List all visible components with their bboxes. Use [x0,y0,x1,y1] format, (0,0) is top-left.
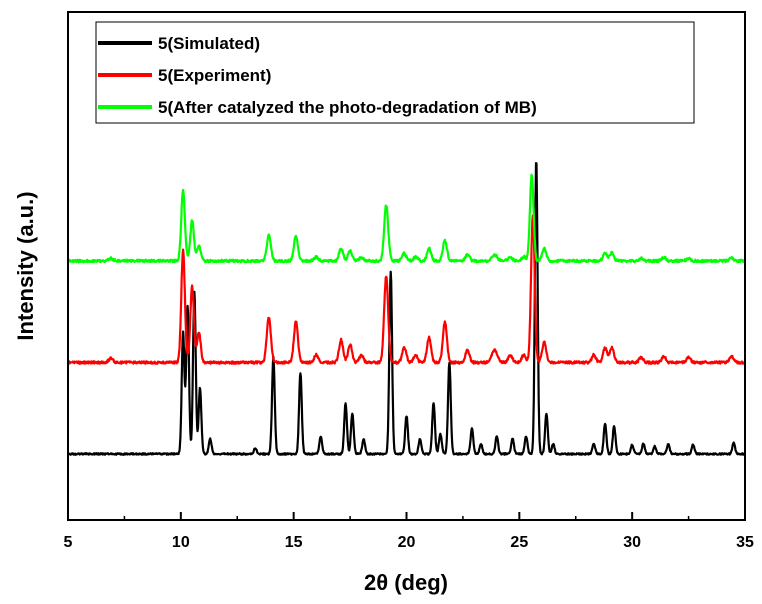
ticks-layer: 5 10 15 20 25 30 35 [64,512,754,551]
x-tick-label-20: 20 [398,534,416,551]
legend-label-experiment: 5(Experiment) [158,66,271,85]
legend: 5(Simulated) 5(Experiment) 5(After catal… [95,21,695,124]
y-axis-title: Intensity (a.u.) [13,191,38,340]
x-tick-label-30: 30 [623,534,641,551]
x-tick-label-35: 35 [736,534,754,551]
legend-label-after-catalysis: 5(After catalyzed the photo-degradation … [158,98,537,117]
x-tick-label-25: 25 [510,534,528,551]
series-line-simulated [67,162,747,456]
legend-label-simulated: 5(Simulated) [158,34,260,53]
x-axis-title: 2θ (deg) [364,570,448,595]
legend-box [95,21,695,124]
x-tick-label-10: 10 [172,534,190,551]
x-tick-label-15: 15 [285,534,303,551]
series-line-experiment [66,214,746,365]
series-line-after-catalysis [66,173,746,264]
x-tick-label-5: 5 [64,534,73,551]
series-layer [66,162,747,456]
